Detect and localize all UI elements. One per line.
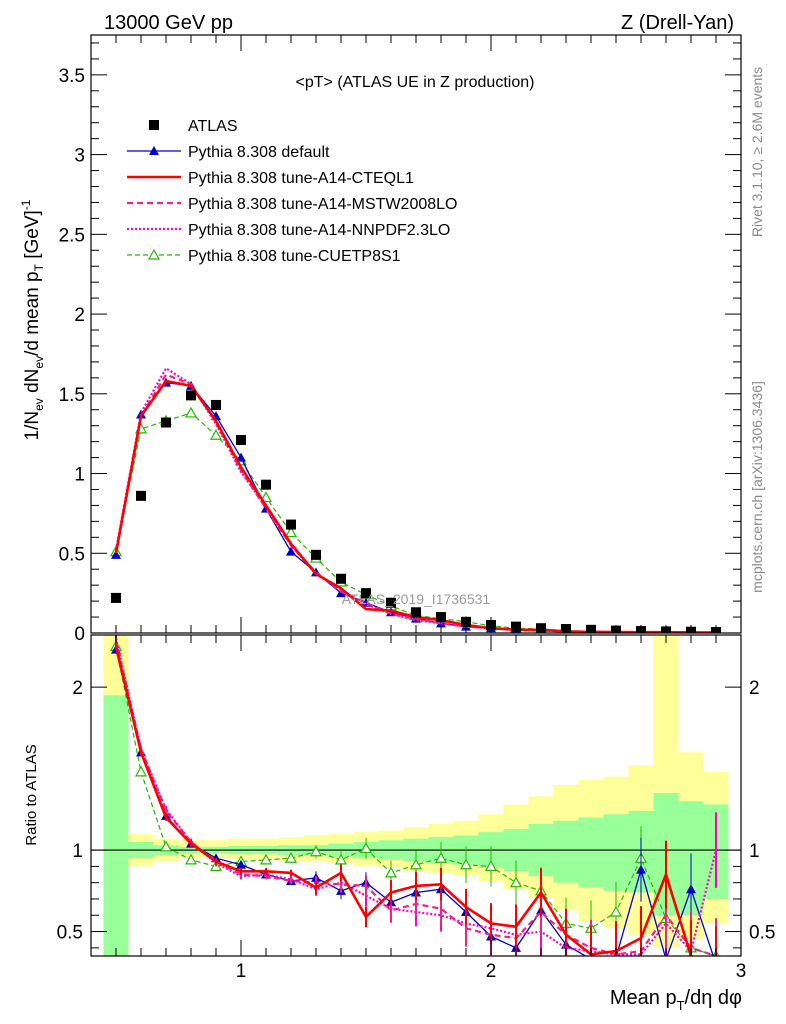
ratio-point — [636, 864, 646, 874]
y-tick-label: 3.5 — [59, 66, 85, 87]
main-title: <pT> (ATLAS UE in Z production) — [296, 74, 535, 91]
ratio-point — [359, 842, 373, 854]
data-point — [361, 588, 371, 599]
ratio-point — [609, 905, 623, 917]
data-point — [436, 612, 446, 623]
ratio-point — [334, 853, 348, 865]
green-band-bin — [553, 820, 579, 883]
data-point — [284, 526, 298, 538]
x-tick-label: 1 — [236, 961, 247, 982]
ratio-point — [509, 876, 523, 888]
ratio-y-tick-label-right: 0.5 — [749, 923, 775, 944]
ratio-point — [236, 859, 246, 869]
y-tick-label: 0.5 — [59, 544, 85, 565]
ratio-point — [309, 845, 323, 857]
ratio-point — [134, 765, 148, 777]
mcplots-label: mcplots.cern.ch [arXiv:1306.3436] — [749, 381, 765, 593]
y-tick-label: 2.5 — [59, 225, 85, 246]
watermark: ATLAS_2019_I1736531 — [342, 591, 491, 607]
ratio-point — [484, 860, 498, 871]
legend-label: Pythia 8.308 tune-A14-MSTW2008LO — [188, 196, 457, 213]
data-point — [186, 390, 196, 401]
green-band-bin — [103, 695, 129, 956]
legend-label: ATLAS — [188, 118, 238, 135]
data-point — [311, 549, 321, 560]
ratio-point — [711, 959, 721, 968]
legend-entry: Pythia 8.308 default — [127, 144, 330, 161]
ratio-y-tick-label-right: 2 — [749, 678, 760, 699]
y-tick-label: 1 — [74, 465, 85, 486]
legend: ATLAS Pythia 8.308 default Pythia 8.308 tu… — [127, 118, 457, 265]
ratio-point — [434, 851, 448, 863]
axes: 00.511.522.533.51 2 30.5 0.51 12 2 — [57, 34, 775, 982]
data-point — [236, 435, 246, 446]
ratio-point — [409, 858, 423, 870]
x-tick-label: 3 — [736, 961, 747, 982]
y-tick-label: 1.5 — [59, 385, 85, 406]
legend-label: Pythia 8.308 tune-CUETP8S1 — [188, 248, 401, 265]
y-axis-label: 1/Nev dNev/d mean pT [GeV]-1 — [19, 199, 46, 440]
ratio-point — [159, 840, 173, 852]
legend-entry: Pythia 8.308 tune-CUETP8S1 — [127, 248, 401, 265]
y-tick-label: 0 — [74, 624, 85, 645]
legend-label: Pythia 8.308 default — [188, 144, 330, 161]
data-point — [161, 417, 171, 428]
ratio-y-tick-label: 1 — [72, 841, 83, 862]
legend-marker — [149, 120, 159, 130]
y-tick-label: 2 — [74, 305, 85, 326]
header-right: Z (Drell-Yan) — [621, 12, 734, 34]
legend-entry: Pythia 8.308 tune-A14-NNPDF2.3LO — [127, 222, 450, 239]
data-point — [211, 399, 221, 410]
ratio-point — [686, 884, 696, 894]
legend-marker — [149, 146, 159, 155]
y-tick-label: 3 — [74, 146, 85, 167]
data-point — [111, 592, 121, 603]
green-band-bin — [603, 814, 629, 891]
data-point — [286, 546, 296, 556]
ratio-y-tick-label: 0.5 — [57, 923, 83, 944]
data-point — [286, 519, 296, 530]
data-point — [461, 616, 471, 627]
legend-entry: Pythia 8.308 tune-A14-CTEQL1 — [127, 170, 414, 187]
ratio-point — [259, 853, 273, 865]
ratio-y-tick-label-right: 1 — [749, 841, 760, 862]
x-tick-label: 2 — [486, 961, 497, 982]
ratio-point — [284, 851, 298, 863]
ratio-y-tick-label: 2 — [72, 678, 83, 699]
rivet-version-label: Rivet 3.1.10, ≥ 2.6M events — [749, 67, 765, 237]
legend-entry: Pythia 8.308 tune-A14-MSTW2008LO — [127, 196, 457, 213]
data-point — [184, 406, 198, 418]
data-point — [411, 607, 421, 618]
data-point — [261, 479, 271, 490]
data-point — [336, 573, 346, 584]
ratio-point — [459, 858, 473, 870]
data-point — [111, 549, 121, 559]
legend-entry: ATLAS — [149, 118, 238, 135]
header-left: 13000 GeV pp — [104, 12, 233, 34]
data-point — [386, 597, 396, 608]
data-point — [259, 491, 273, 503]
data-point — [136, 490, 146, 501]
legend-label: Pythia 8.308 tune-A14-CTEQL1 — [188, 170, 414, 187]
data-point — [236, 452, 246, 462]
ratio-point — [184, 853, 198, 865]
data-point — [209, 429, 223, 440]
green-band-bin — [578, 817, 604, 888]
legend-marker — [147, 248, 161, 260]
legend-label: Pythia 8.308 tune-A14-NNPDF2.3LO — [188, 222, 450, 239]
ratio-point — [384, 866, 398, 878]
ratio-y-axis-label: Ratio to ATLAS — [23, 744, 40, 845]
x-axis-label: Mean pT/dη dφ — [610, 987, 742, 1013]
